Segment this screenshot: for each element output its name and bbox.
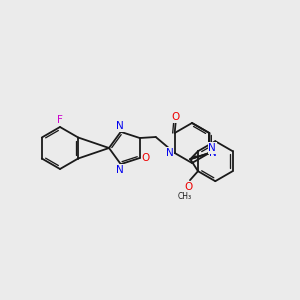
Text: CH₃: CH₃ <box>178 192 192 201</box>
Text: O: O <box>185 182 193 192</box>
Text: O: O <box>172 112 180 122</box>
Text: N: N <box>166 148 174 158</box>
Text: N: N <box>208 143 216 153</box>
Text: N: N <box>116 121 124 131</box>
Text: O: O <box>142 153 150 163</box>
Text: F: F <box>57 115 63 125</box>
Text: N: N <box>116 165 124 175</box>
Text: N: N <box>209 148 217 158</box>
